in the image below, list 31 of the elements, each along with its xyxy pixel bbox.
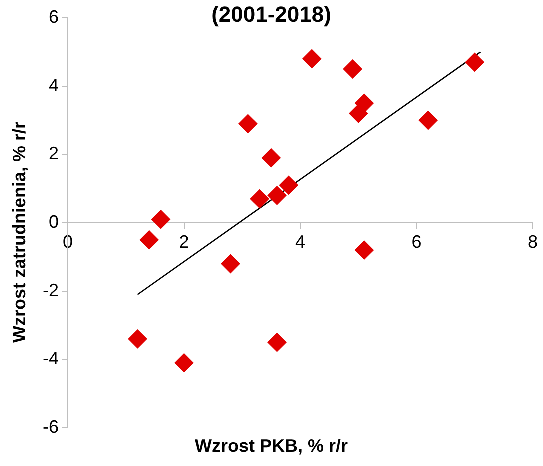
- point: [128, 330, 148, 349]
- point: [343, 60, 362, 79]
- y-tick-label: -4: [42, 348, 60, 369]
- x-tick-label: 4: [295, 232, 306, 252]
- y-tick-label: 4: [48, 75, 60, 96]
- point: [268, 186, 287, 206]
- point: [279, 176, 298, 195]
- y-axis-title: Wzrost zatrudnienia, % r/r: [10, 120, 30, 346]
- y-tick-label: 2: [48, 144, 60, 164]
- x-tick-label: 6: [412, 232, 422, 252]
- x-axis-title: Wzrost PKB, % r/r: [194, 436, 350, 457]
- x-tick-label: 8: [528, 232, 538, 252]
- y-tick-label: -6: [42, 416, 60, 437]
- point: [418, 111, 438, 130]
- y-tick-label: 0: [48, 212, 60, 232]
- point: [174, 354, 194, 373]
- point: [250, 190, 270, 209]
- point: [354, 240, 374, 260]
- point: [262, 148, 281, 168]
- point: [140, 230, 159, 250]
- point: [302, 50, 322, 68]
- x-tick-label: 2: [179, 232, 190, 252]
- point: [221, 254, 240, 274]
- point: [152, 210, 171, 230]
- point: [465, 52, 484, 72]
- point: [349, 104, 368, 124]
- point: [238, 114, 258, 134]
- point: [268, 333, 287, 352]
- chart-title: (2001-2018): [212, 2, 332, 27]
- y-tick-label: -2: [42, 280, 60, 300]
- y-tick-label: 6: [48, 6, 60, 27]
